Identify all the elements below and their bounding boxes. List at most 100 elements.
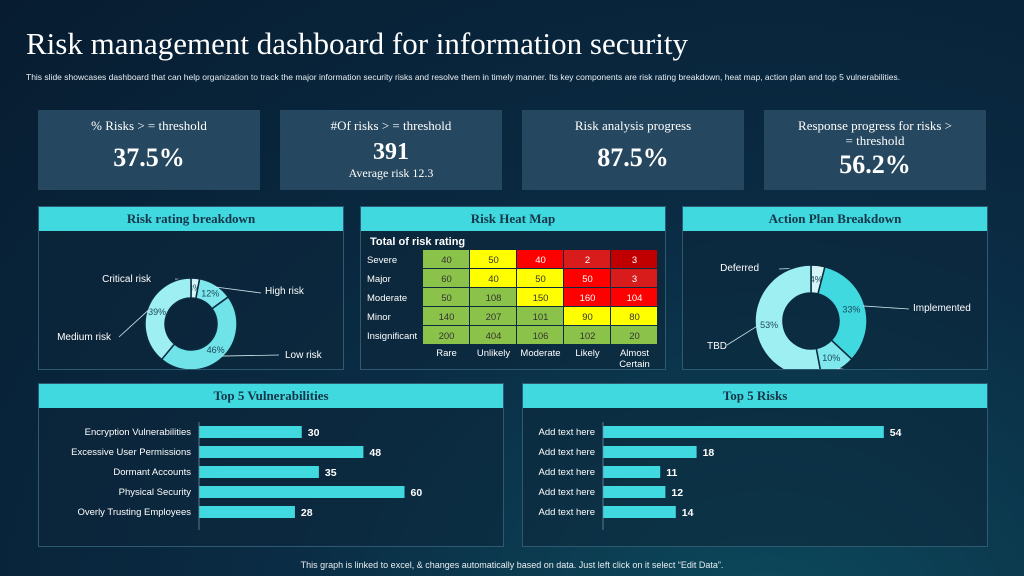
slice-value-label: 33% [842, 304, 860, 314]
bar [603, 506, 676, 518]
donut-slice [144, 277, 192, 361]
heatmap-cell [470, 250, 516, 268]
slice-value-label: 4% [810, 274, 823, 284]
leader-line [221, 354, 280, 357]
heatmap-row-label: Major [367, 274, 391, 285]
heatmap-cell [470, 307, 516, 325]
bar [603, 466, 661, 478]
heatmap-cell [470, 326, 516, 344]
heatmap-cell [611, 250, 657, 268]
bar [199, 506, 295, 518]
heatmap-cell-value: 207 [486, 312, 502, 323]
heatmap-cell [470, 269, 516, 287]
heatmap-cell [423, 326, 469, 344]
kpi-label: Response progress for risks > = threshol… [798, 118, 952, 148]
heatmap-cell [517, 288, 563, 306]
panel-title: Top 5 Vulnerabilities [39, 384, 503, 408]
kpi-label: #Of risks > = threshold [330, 118, 452, 133]
bar [603, 446, 697, 458]
heatmap-cell-value: 404 [486, 331, 502, 342]
top-risks-bar-chart: Add text here 54 Add text here 18 Add text h… [538, 422, 972, 556]
heatmap-cell [611, 326, 657, 344]
heatmap-cell-value: 3 [632, 255, 637, 266]
bar-value-label: 35 [325, 467, 337, 479]
heatmap-cell [470, 288, 516, 306]
heatmap-cell-value: 50 [441, 293, 452, 304]
heatmap-cell-value: 101 [533, 312, 549, 323]
page-title: Risk management dashboard for informatio… [26, 26, 689, 61]
heatmap-cell [611, 288, 657, 306]
footer-note: This graph is linked to excel, & changes… [300, 560, 724, 570]
heatmap-cell-value: 90 [582, 312, 593, 323]
heatmap-cell [517, 326, 563, 344]
vulnerabilities-bar-chart: Encryption Vulnerabilities 30 Excessive Us… [71, 422, 478, 556]
heatmap-row-label: Insignificant [367, 331, 418, 342]
leader-line [862, 305, 910, 310]
bar-category-label: Add text here [538, 487, 595, 498]
donut-slice [754, 264, 823, 378]
heatmap-cell [517, 307, 563, 325]
heatmap-cell-value: 3 [632, 274, 637, 285]
donut-slice [817, 265, 868, 361]
heatmap-cell-value: 108 [486, 293, 502, 304]
heatmap-cell-value: 102 [580, 331, 596, 342]
panel-title: Risk Heat Map [361, 207, 665, 231]
heatmap-cell [423, 288, 469, 306]
page-subtitle: This slide showcases dashboard that can … [26, 72, 901, 82]
heatmap-cell [564, 269, 610, 287]
slice-category-label: Implemented [913, 303, 971, 314]
heatmap-cell [564, 307, 610, 325]
slice-category-label: Low risk [285, 350, 323, 361]
bar-category-label: Add text here [538, 427, 595, 438]
kpi-card-response-progress: Response progress for risks > = threshol… [764, 110, 986, 190]
heatmap-cell-value: 2 [585, 255, 590, 266]
heatmap-column-label: Unlikely [477, 348, 511, 359]
heatmap-column-label: Certain [619, 359, 650, 369]
heatmap-cell-value: 50 [488, 255, 499, 266]
slice-value-label: 39% [148, 307, 166, 317]
heatmap-row-label: Moderate [367, 293, 407, 304]
kpi-value: 87.5% [597, 143, 669, 172]
heatmap-cell [564, 326, 610, 344]
heatmap-column-label: Almost [620, 348, 649, 359]
leader-line [726, 325, 758, 346]
slice-category-label: High risk [265, 286, 305, 297]
kpi-label: % Risks > = threshold [91, 118, 207, 133]
heatmap-row-label: Minor [367, 312, 391, 323]
heatmap-cell-value: 50 [582, 274, 593, 285]
bar-category-label: Add text here [538, 447, 595, 458]
heatmap-cell-value: 60 [441, 274, 452, 285]
heatmap-cell-value: 200 [439, 331, 455, 342]
panel-top-risks: Top 5 Risks Add text here 54 Add text here… [522, 383, 988, 556]
kpi-card-analysis-progress: Risk analysis progress 87.5% [522, 110, 744, 190]
bar [199, 426, 302, 438]
slice-category-label: TBD [707, 341, 727, 352]
heatmap-cell [564, 288, 610, 306]
heatmap-cell [611, 307, 657, 325]
panel-heat-map: Risk Heat Map Total of risk rating Severe… [360, 206, 666, 370]
heatmap-column-label: Likely [575, 348, 600, 359]
risk-rating-donut-chart: 3% Critical risk 12% High risk 46% Low risk 39… [57, 274, 323, 371]
heatmap-cell-value: 106 [533, 331, 549, 342]
panel-title: Action Plan Breakdown [683, 207, 987, 231]
heatmap-cell-value: 20 [629, 331, 640, 342]
bar-category-label: Physical Security [119, 487, 192, 498]
bar [603, 426, 884, 438]
heatmap-cell [517, 269, 563, 287]
heatmap-cell-value: 104 [627, 293, 643, 304]
heatmap-cell-value: 40 [441, 255, 452, 266]
heatmap-cell [517, 250, 563, 268]
bar-category-label: Add text here [538, 507, 595, 518]
heatmap-cell-value: 160 [580, 293, 596, 304]
bar-category-label: Dormant Accounts [113, 467, 191, 478]
slice-value-label: 10% [822, 353, 840, 363]
heatmap-cell-value: 140 [439, 312, 455, 323]
slice-value-label: 12% [201, 289, 219, 299]
kpi-card-count-risks: #Of risks > = threshold 391 Average risk… [280, 110, 502, 190]
panel-action-plan: Action Plan Breakdown 4% Deferred 33% Imple… [682, 206, 988, 386]
bar-value-label: 48 [369, 447, 381, 459]
kpi-value: 37.5% [113, 143, 185, 172]
slice-value-label: 3% [188, 283, 201, 293]
bar-category-label: Encryption Vulnerabilities [85, 427, 192, 438]
slice-value-label: 53% [760, 320, 778, 330]
